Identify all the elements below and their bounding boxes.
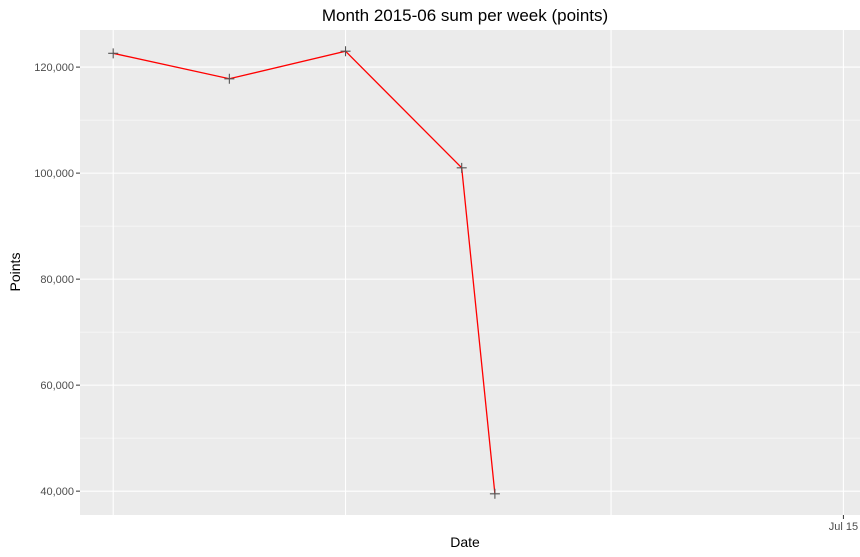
series-layer (108, 46, 500, 499)
data-point-marker (108, 48, 119, 59)
y-axis-title: Points (7, 253, 23, 292)
grid-layer (80, 30, 860, 515)
data-point-marker (340, 46, 351, 57)
y-tick-label: 40,000 (40, 486, 74, 498)
y-tick-label: 120,000 (34, 62, 74, 74)
y-tick-label: 80,000 (40, 274, 74, 286)
data-point-marker (456, 162, 467, 173)
axis-layer: 40,000 60,000 80,000 100,000 120,000 Jul 15 (34, 62, 858, 533)
y-tick-label: 60,000 (40, 380, 74, 392)
x-axis-title: Date (450, 534, 480, 550)
data-point-marker (489, 488, 500, 499)
chart-title: Month 2015-06 sum per week (points) (322, 6, 608, 25)
x-tick-label: Jul 15 (829, 521, 858, 533)
data-point-marker (224, 73, 235, 84)
y-tick-label: 100,000 (34, 168, 74, 180)
plot-panel (80, 30, 860, 515)
